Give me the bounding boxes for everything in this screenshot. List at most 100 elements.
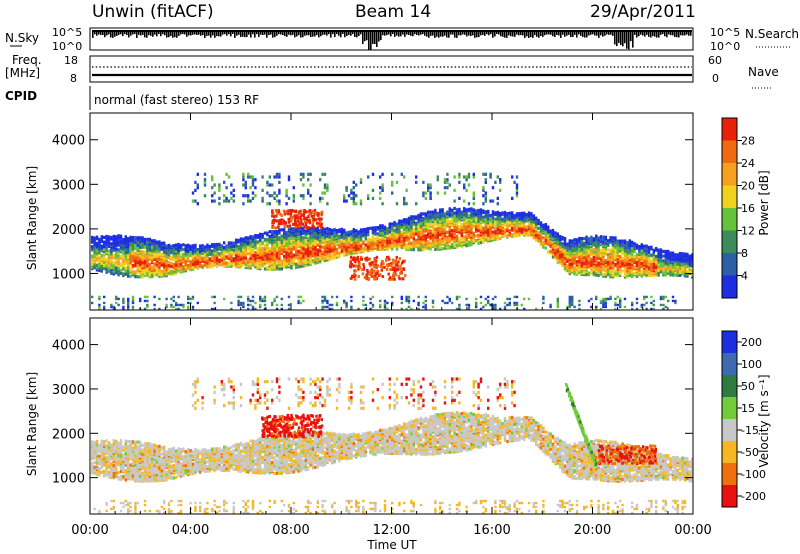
heatmap-cell (655, 261, 658, 265)
heatmap-cell (165, 255, 168, 259)
heatmap-cell (602, 272, 605, 277)
heatmap-cell (290, 255, 293, 259)
heatmap-cell (148, 258, 151, 262)
nsky-bar (674, 31, 676, 37)
heatmap-cell (470, 243, 473, 247)
nsky-bar (186, 31, 188, 37)
heatmap-cell (643, 244, 646, 248)
heatmap-cell (511, 219, 514, 223)
heatmap-cell (549, 229, 552, 233)
nsky-bar (318, 31, 320, 38)
nsky-bar (332, 31, 334, 35)
heatmap-cell (400, 219, 403, 223)
heatmap-cell (259, 303, 262, 307)
nsky-bar (228, 31, 230, 35)
heatmap-cell (143, 253, 147, 257)
nsky-bar (396, 31, 398, 36)
nsky-bar (180, 31, 182, 35)
heatmap-cell (489, 213, 492, 218)
heatmap-cell (379, 299, 382, 303)
heatmap-cell (95, 257, 99, 261)
heatmap-cell (417, 295, 420, 299)
heatmap-cell (170, 303, 173, 307)
heatmap-cell (326, 188, 329, 192)
heatmap-cell (172, 299, 175, 303)
heatmap-cell (139, 245, 142, 249)
heatmap-cell (165, 270, 168, 275)
heatmap-cell (489, 223, 492, 227)
heatmap-cell (292, 199, 295, 203)
nsky-bar (312, 31, 314, 37)
heatmap-cell (278, 175, 281, 179)
heatmap-cell (158, 252, 161, 257)
heatmap-cell (242, 172, 245, 176)
nsky-bar (600, 31, 602, 36)
heatmap-cell (371, 237, 375, 241)
nsky-bar (286, 31, 288, 37)
heatmap-cell (662, 254, 665, 258)
heatmap-cell (393, 220, 396, 225)
heatmap-cell (213, 242, 216, 247)
heatmap-cell (131, 270, 135, 274)
heatmap-cell (117, 303, 120, 307)
heatmap-cell (568, 295, 571, 299)
heatmap-cell (645, 301, 648, 305)
heatmap-cell (326, 202, 329, 206)
heatmap-cell (115, 263, 118, 267)
heatmap-cell (122, 272, 125, 276)
nsky-bar (650, 31, 652, 38)
heatmap-cell (302, 183, 305, 187)
heatmap-cell (251, 178, 255, 182)
heatmap-cell (463, 175, 466, 179)
heatmap-cell (571, 248, 574, 252)
nsky-bar (324, 31, 326, 35)
heatmap-cell (287, 295, 291, 299)
heatmap-cell (323, 295, 327, 299)
heatmap-cell (182, 247, 185, 252)
heatmap-cell (446, 295, 449, 299)
nsky-bar (368, 31, 370, 50)
heatmap-cell (400, 172, 403, 176)
heatmap-cell (302, 299, 305, 303)
heatmap-cell (232, 257, 235, 261)
heatmap-cell (597, 236, 600, 240)
heatmap-cell (467, 213, 471, 218)
heatmap-cell (465, 297, 468, 301)
heatmap-cell (597, 273, 600, 278)
heatmap-cell (455, 234, 459, 238)
heatmap-cell (287, 175, 291, 179)
heatmap-cell (103, 248, 106, 252)
heatmap-cell (650, 259, 653, 263)
heatmap-cell (607, 239, 610, 243)
heatmap-cell (441, 212, 444, 217)
nsky-bar (490, 31, 492, 35)
heatmap-cell (592, 265, 595, 269)
nsky-bar (256, 31, 258, 35)
heatmap-cell (242, 259, 245, 263)
nsky-bar (434, 31, 436, 38)
heatmap-cell (299, 301, 303, 305)
heatmap-cell (131, 307, 135, 311)
heatmap-cell (623, 261, 627, 265)
nsky-bar (252, 31, 254, 35)
heatmap-cell (585, 238, 588, 242)
heatmap-cell (230, 183, 233, 187)
nsky-bar (244, 31, 246, 38)
heatmap-cell (451, 228, 454, 233)
heatmap-cell (268, 247, 271, 251)
heatmap-cell (599, 238, 603, 242)
nsky-bar (254, 31, 256, 38)
heatmap-cell (323, 186, 327, 190)
heatmap-cell (671, 251, 675, 255)
heatmap-cell (508, 297, 511, 301)
heatmap-cell (487, 230, 490, 234)
heatmap-cell (405, 229, 408, 233)
nsky-bar (520, 31, 522, 36)
heatmap-cell (266, 254, 269, 259)
heatmap-cell (547, 250, 550, 254)
heatmap-cell (170, 305, 173, 309)
nsky-bar (342, 31, 344, 35)
heatmap-cell (203, 172, 207, 176)
heatmap-cell (251, 191, 255, 195)
heatmap-cell (187, 295, 190, 299)
